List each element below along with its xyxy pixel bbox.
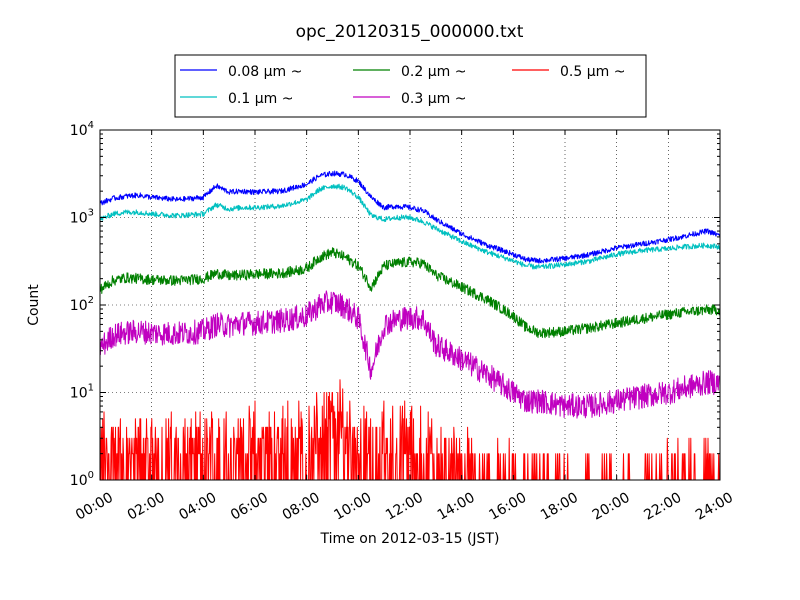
chart-title: opc_20120315_000000.txt [296, 22, 524, 42]
legend-label-1: 0.1 μm ~ [228, 91, 293, 107]
x-tick-label: 06:00 [228, 490, 271, 524]
y-tick-label: 100 [70, 470, 94, 489]
series-line-2 [99, 247, 721, 339]
y-axis-label: Count [26, 284, 42, 326]
x-tick-label: 24:00 [693, 490, 736, 524]
y-tick-label: 102 [70, 295, 94, 314]
x-tick-label: 10:00 [331, 490, 374, 524]
legend-label-0: 0.08 μm ~ [228, 64, 302, 80]
x-tick-label: 00:00 [73, 490, 116, 524]
y-tick-label: 104 [70, 120, 94, 139]
x-tick-labels: 00:00 02:00 04:00 06:00 08:00 10:00 12:00 14:00… [73, 490, 736, 524]
x-tick-label: 18:00 [538, 490, 581, 524]
legend: 0.08 μm ~ 0.1 μm ~ 0.2 μm ~ 0.3 μm ~ 0.5 μm … [174, 54, 647, 118]
x-tick-label: 22:00 [641, 490, 684, 524]
y-tick-exponent: 1 [88, 383, 94, 394]
x-tick-label: 04:00 [176, 490, 219, 524]
series-line-3 [99, 290, 721, 419]
legend-label-4: 0.5 μm ~ [560, 64, 625, 80]
ticks [99, 129, 721, 481]
x-tick-label: 16:00 [486, 490, 529, 524]
series-line-0 [99, 170, 721, 264]
x-tick-label: 02:00 [125, 490, 168, 524]
plot-area [99, 129, 721, 481]
y-tick-base: 10 [70, 386, 88, 402]
y-tick-label: 101 [70, 383, 94, 402]
y-tick-exponent: 0 [88, 470, 94, 481]
series-line-1 [99, 183, 721, 270]
legend-label-2: 0.2 μm ~ [401, 64, 466, 80]
x-tick-label: 08:00 [280, 490, 323, 524]
y-tick-label: 103 [70, 208, 94, 227]
legend-label-3: 0.3 μm ~ [401, 91, 466, 107]
y-tick-base: 10 [70, 211, 88, 227]
y-tick-exponent: 4 [88, 120, 94, 131]
y-tick-base: 10 [70, 473, 88, 489]
x-tick-label: 20:00 [590, 490, 633, 524]
y-tick-exponent: 3 [88, 208, 94, 219]
x-axis-label: Time on 2012-03-15 (JST) [320, 531, 500, 547]
legend-box [174, 54, 647, 118]
y-tick-base: 10 [70, 123, 88, 139]
y-tick-base: 10 [70, 298, 88, 314]
x-tick-label: 12:00 [383, 490, 426, 524]
y-tick-exponent: 2 [88, 295, 94, 306]
x-tick-label: 14:00 [435, 490, 478, 524]
